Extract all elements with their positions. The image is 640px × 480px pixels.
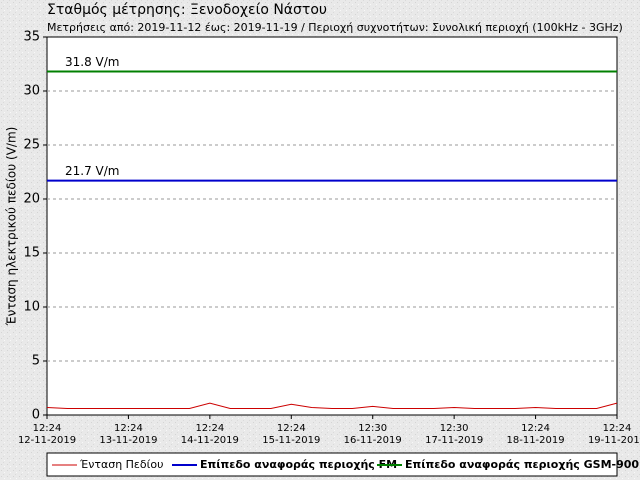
y-tick-label: 0 [32, 408, 40, 423]
x-tick-label: 12:24 [195, 423, 224, 434]
x-tick-date: 15-11-2019 [262, 435, 320, 446]
y-tick-label: 35 [23, 30, 40, 45]
y-axis-label: Ένταση ηλεκτρικού πεδίου (V/m) [5, 127, 19, 327]
legend-label: Επίπεδο αναφοράς περιοχής FM [200, 458, 397, 471]
x-tick-date: 13-11-2019 [99, 435, 157, 446]
x-tick-label: 12:24 [277, 423, 306, 434]
legend [46, 452, 618, 477]
x-tick-date: 16-11-2019 [344, 435, 402, 446]
reference-label: 21.7 V/m [65, 164, 119, 178]
x-tick-date: 17-11-2019 [425, 435, 483, 446]
plot-area [46, 36, 618, 416]
x-tick-label: 12:24 [33, 423, 62, 434]
x-tick-label: 12:30 [440, 423, 469, 434]
legend-label: Ένταση Πεδίου [79, 458, 163, 471]
chart-subtitle: Μετρήσεις από: 2019-11-12 έως: 2019-11-1… [47, 21, 623, 34]
chart-title: Σταθμός μέτρησης: Ξενοδοχείο Νάστου [47, 2, 327, 18]
x-tick-date: 14-11-2019 [181, 435, 239, 446]
legend-label: Επίπεδο αναφοράς περιοχής GSM-900 [405, 458, 639, 471]
x-tick-label: 12:24 [603, 423, 632, 434]
x-tick-date: 19-11-2019 [588, 435, 640, 446]
x-tick-label: 12:24 [521, 423, 550, 434]
y-tick-label: 30 [23, 84, 40, 99]
reference-label: 31.8 V/m [65, 55, 119, 69]
y-tick-label: 5 [32, 354, 40, 369]
data-line [46, 402, 618, 410]
x-tick-date: 18-11-2019 [507, 435, 565, 446]
x-tick-date: 12-11-2019 [18, 435, 76, 446]
x-tick-label: 12:24 [114, 423, 143, 434]
y-tick-label: 10 [23, 300, 40, 315]
y-tick-label: 25 [23, 138, 40, 153]
y-tick-label: 15 [23, 246, 40, 261]
y-tick-label: 20 [23, 192, 40, 207]
x-tick-label: 12:30 [358, 423, 387, 434]
